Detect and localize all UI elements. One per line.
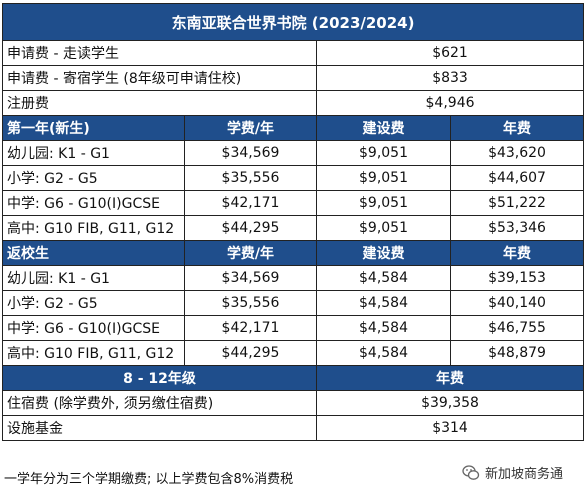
tuition-cell: $35,556 (184, 165, 317, 191)
table-row: 高中: G10 FIB, G11, G12 $44,295 $4,584 $48… (2, 340, 585, 366)
col-header-annual-fee: 年费 (315, 365, 585, 391)
col-header-tuition: 学费/年 (184, 115, 317, 141)
row-value: $4,946 (315, 90, 585, 116)
annual-fee-cell: $53,346 (449, 215, 585, 241)
grade-label: 幼儿园: K1 - G1 (2, 140, 185, 166)
grade-label: 中学: G6 - G10(I)GCSE (2, 315, 185, 341)
grade-label: 小学: G2 - G5 (2, 290, 185, 316)
tuition-cell: $42,171 (184, 190, 317, 216)
annual-fee-cell: $51,222 (449, 190, 585, 216)
table-row: 设施基金 $314 (2, 415, 585, 441)
building-fee-cell: $4,584 (316, 340, 451, 366)
grade-label: 中学: G6 - G10(I)GCSE (2, 190, 185, 216)
table-title: 东南亚联合世界书院 (2023/2024) (1, 3, 585, 41)
tuition-cell: $44,295 (184, 215, 317, 241)
fee-table: 东南亚联合世界书院 (2023/2024) 申请费 - 走读学生 $621 申请… (1, 3, 585, 441)
col-header-building-fee: 建设费 (316, 115, 451, 141)
annual-fee-cell: $46,755 (449, 315, 585, 341)
table-row: 申请费 - 走读学生 $621 (2, 40, 585, 66)
tuition-cell: $34,569 (184, 140, 317, 166)
building-fee-cell: $4,584 (316, 290, 451, 316)
table-row: 注册费 $4,946 (2, 90, 585, 116)
table-row: 幼儿园: K1 - G1 $34,569 $4,584 $39,153 (2, 265, 585, 291)
annual-fee-cell: $43,620 (449, 140, 585, 166)
building-fee-cell: $4,584 (316, 315, 451, 341)
col-header-tuition: 学费/年 (184, 240, 317, 266)
table-row: 小学: G2 - G5 $35,556 $9,051 $44,607 (2, 165, 585, 191)
col-header-annual-fee: 年费 (449, 115, 585, 141)
annual-fee-cell: $48,879 (449, 340, 585, 366)
building-fee-cell: $9,051 (316, 140, 451, 166)
annual-fee-cell: $44,607 (449, 165, 585, 191)
row-label: 设施基金 (2, 415, 317, 441)
section-header-returning-students: 返校生 学费/年 建设费 年费 (2, 240, 585, 266)
annual-fee-cell: $40,140 (449, 290, 585, 316)
building-fee-cell: $9,051 (316, 215, 451, 241)
row-value: $39,358 (315, 390, 585, 416)
row-label: 注册费 (2, 90, 317, 116)
tuition-cell: $44,295 (184, 340, 317, 366)
building-fee-cell: $4,584 (316, 265, 451, 291)
tuition-cell: $35,556 (184, 290, 317, 316)
row-label: 申请费 - 走读学生 (2, 40, 317, 66)
table-row: 高中: G10 FIB, G11, G12 $44,295 $9,051 $53… (2, 215, 585, 241)
building-fee-cell: $9,051 (316, 165, 451, 191)
section-header-label: 返校生 (2, 240, 185, 266)
section-header-new-students: 第一年(新生) 学费/年 建设费 年费 (2, 115, 585, 141)
row-value: $314 (315, 415, 585, 441)
wechat-logo-icon (462, 464, 480, 480)
tuition-cell: $42,171 (184, 315, 317, 341)
footer-note: 一学年分为三个学期缴费; 以上学费包含8%消费税 (4, 472, 294, 487)
grade-label: 高中: G10 FIB, G11, G12 (2, 215, 185, 241)
row-label: 申请费 - 寄宿学生 (8年级可申请住校) (2, 65, 317, 91)
col-header-building-fee: 建设费 (316, 240, 451, 266)
table-row: 幼儿园: K1 - G1 $34,569 $9,051 $43,620 (2, 140, 585, 166)
table-row: 住宿费 (除学费外, 须另缴住宿费) $39,358 (2, 390, 585, 416)
col-header-annual-fee: 年费 (449, 240, 585, 266)
grade-label: 高中: G10 FIB, G11, G12 (2, 340, 185, 366)
watermark: 新加坡商务通 (462, 463, 563, 482)
watermark-text: 新加坡商务通 (485, 467, 564, 482)
table-row: 中学: G6 - G10(I)GCSE $42,171 $4,584 $46,7… (2, 315, 585, 341)
grade-label: 小学: G2 - G5 (2, 165, 185, 191)
table-row: 小学: G2 - G5 $35,556 $4,584 $40,140 (2, 290, 585, 316)
table-row: 申请费 - 寄宿学生 (8年级可申请住校) $833 (2, 65, 585, 91)
section-header-label: 8 - 12年级 (2, 365, 317, 391)
tuition-cell: $34,569 (184, 265, 317, 291)
annual-fee-cell: $39,153 (449, 265, 585, 291)
section-header-grades-8-12: 8 - 12年级 年费 (2, 365, 585, 391)
grade-label: 幼儿园: K1 - G1 (2, 265, 185, 291)
building-fee-cell: $9,051 (316, 190, 451, 216)
table-row: 中学: G6 - G10(I)GCSE $42,171 $9,051 $51,2… (2, 190, 585, 216)
section-header-label: 第一年(新生) (2, 115, 185, 141)
row-value: $621 (315, 40, 585, 66)
row-label: 住宿费 (除学费外, 须另缴住宿费) (2, 390, 317, 416)
row-value: $833 (315, 65, 585, 91)
